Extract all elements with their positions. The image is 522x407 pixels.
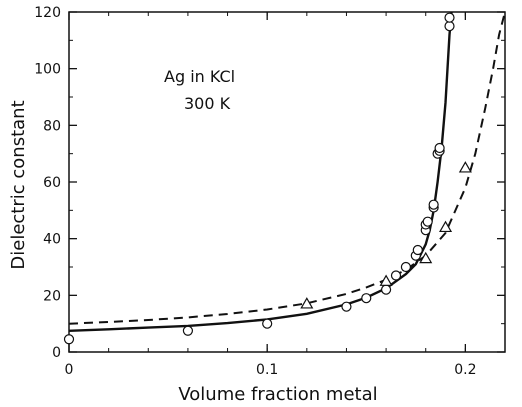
data-point-circle [412,244,423,256]
y-tick-label: 80 [43,118,61,134]
annotation-temperature: 300 K [184,94,231,113]
y-tick-label: 0 [52,345,61,361]
data-point-circle [390,270,402,281]
x-tick-label: 0.1 [256,362,278,378]
marker-layer [63,12,472,345]
data-point-circle [434,142,445,154]
data-point-triangle [300,297,314,309]
plot-border [68,11,506,353]
y-tick-label: 120 [34,5,61,21]
data-point-circle [428,199,439,210]
x-tick-label: 0.2 [454,362,476,378]
curve-layer [68,11,506,332]
data-point-circle [63,334,75,345]
axis-ticks: 0 0.1 0.2 0 20 40 60 80 100 120 [34,5,506,378]
data-point-circle [361,293,372,304]
data-point-triangle [419,251,433,264]
annotation-material: Ag in KCl [164,67,235,86]
data-point-circle [182,325,194,336]
data-point-circle [341,301,352,312]
y-tick-label: 20 [43,288,61,304]
data-point-circle [444,12,455,23]
y-axis-label: Dielectric constant [8,100,29,269]
data-point-circle [422,216,433,227]
y-tick-label: 40 [43,232,61,248]
data-point-circle [444,21,455,32]
data-point-circle [380,284,392,295]
plot-frame [68,11,506,353]
x-axis-label: Volume fraction metal [178,384,377,405]
data-point-circle [262,318,273,329]
data-point-triangle [379,274,393,286]
x-tick-label: 0 [65,362,74,378]
fit-curve-solid [68,11,453,332]
data-point-triangle [458,161,472,173]
y-tick-label: 60 [43,175,61,191]
data-point-circle [400,261,412,273]
y-tick-label: 100 [34,62,61,78]
data-point-triangle [439,220,453,233]
